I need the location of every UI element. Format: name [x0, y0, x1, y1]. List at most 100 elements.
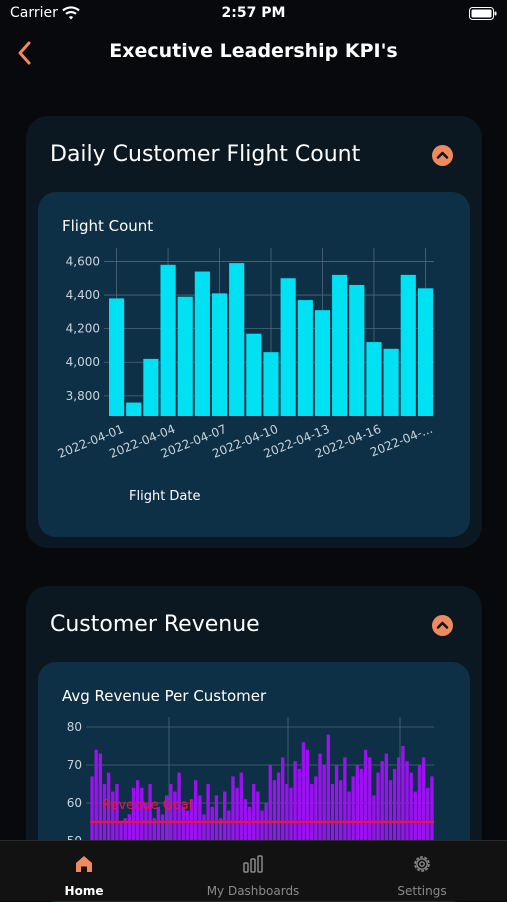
bar [272, 780, 277, 840]
status-bar: Carrier 2:57 PM [0, 0, 507, 30]
bar [326, 734, 330, 840]
bar [126, 402, 142, 416]
tab-label: Home [64, 884, 104, 898]
bar [198, 795, 202, 840]
bar [194, 780, 198, 840]
flight-count-card: Daily Customer Flight Count Flight Count… [26, 116, 482, 548]
bar [355, 765, 359, 840]
bar [123, 818, 127, 840]
bar [177, 772, 181, 840]
bar [210, 806, 214, 840]
bar [276, 772, 281, 840]
nav-bar: Executive Leadership KPI's [0, 30, 507, 76]
tab-my-dashboards[interactable]: My Dashboards [193, 841, 313, 901]
bar [268, 765, 272, 840]
collapse-button[interactable] [432, 145, 453, 166]
bar [301, 742, 306, 840]
bar [280, 278, 296, 416]
page-title: Executive Leadership KPI's [109, 40, 398, 62]
bar [297, 768, 301, 840]
revenue-chart: 50607080Revenue Goal [67, 717, 434, 848]
bar [380, 761, 384, 840]
bar [417, 765, 422, 840]
bar [383, 348, 399, 416]
y-tick-label: 4,000 [66, 355, 100, 369]
bar [115, 784, 119, 840]
card-title: Daily Customer Flight Count [50, 142, 361, 167]
bar [281, 757, 285, 840]
chevron-up-icon [436, 621, 449, 629]
bar [376, 772, 380, 840]
bar [135, 780, 140, 840]
bar [413, 791, 418, 840]
tab-home[interactable]: Home [34, 841, 134, 901]
status-time: 2:57 PM [221, 5, 286, 21]
bar [252, 784, 256, 840]
bar [310, 784, 314, 840]
bar [293, 761, 297, 840]
bar [401, 746, 405, 840]
chart-title: Avg Revenue Per Customer [62, 687, 267, 705]
bar [330, 784, 335, 840]
bar [227, 810, 231, 840]
bar-chart-icon [243, 855, 263, 873]
bar [94, 749, 98, 840]
bar [247, 806, 252, 840]
tab-bar: Home My Dashboards Settings [0, 840, 507, 901]
gear-icon [414, 856, 430, 872]
bar [426, 787, 430, 840]
bar [90, 776, 94, 840]
bar [202, 814, 206, 840]
tab-settings[interactable]: Settings [377, 841, 467, 901]
bar [173, 791, 177, 840]
bar [165, 795, 169, 840]
bar [102, 784, 107, 840]
bar [140, 787, 144, 840]
battery-icon [469, 7, 497, 20]
goal-line-label: Revenue Goal [102, 798, 192, 813]
bar [334, 765, 339, 840]
bar [109, 298, 125, 416]
y-tick-label: 4,200 [66, 322, 100, 336]
bar [400, 274, 416, 416]
y-tick-label: 80 [67, 720, 82, 734]
bar [417, 288, 433, 416]
flight-count-chart: 3,8004,0004,2004,4004,6002022-04-012022-… [56, 248, 435, 461]
bar [343, 757, 347, 840]
bar [314, 776, 318, 840]
collapse-button[interactable] [432, 615, 453, 636]
chart-title: Flight Count [62, 217, 154, 235]
back-button[interactable] [12, 38, 38, 68]
chevron-up-icon [436, 151, 449, 159]
y-tick-label: 60 [67, 796, 82, 810]
bar [359, 768, 364, 840]
home-icon [76, 856, 92, 872]
bar [206, 784, 210, 840]
bar [397, 757, 401, 840]
bar [263, 352, 279, 416]
bar [384, 753, 389, 840]
y-tick-label: 70 [67, 758, 82, 772]
bar [239, 772, 243, 840]
bar [185, 810, 190, 840]
bar [409, 772, 413, 840]
bar [119, 822, 123, 840]
bar [218, 818, 223, 840]
bar [181, 806, 185, 840]
bar [235, 787, 239, 840]
bar [351, 776, 355, 840]
bar [285, 784, 289, 840]
bar [148, 784, 152, 840]
chart-panel: Flight Count 3,800 4,000 4,200 4,400 4,600 20… [38, 192, 470, 537]
bar [229, 263, 245, 416]
bar [339, 780, 343, 840]
bar [98, 753, 103, 840]
bar [289, 787, 293, 840]
bar [214, 795, 219, 840]
bar [231, 776, 235, 840]
bar [131, 787, 136, 840]
bar [243, 799, 248, 840]
bar [143, 358, 159, 416]
bar [160, 264, 176, 416]
bar [260, 810, 264, 840]
